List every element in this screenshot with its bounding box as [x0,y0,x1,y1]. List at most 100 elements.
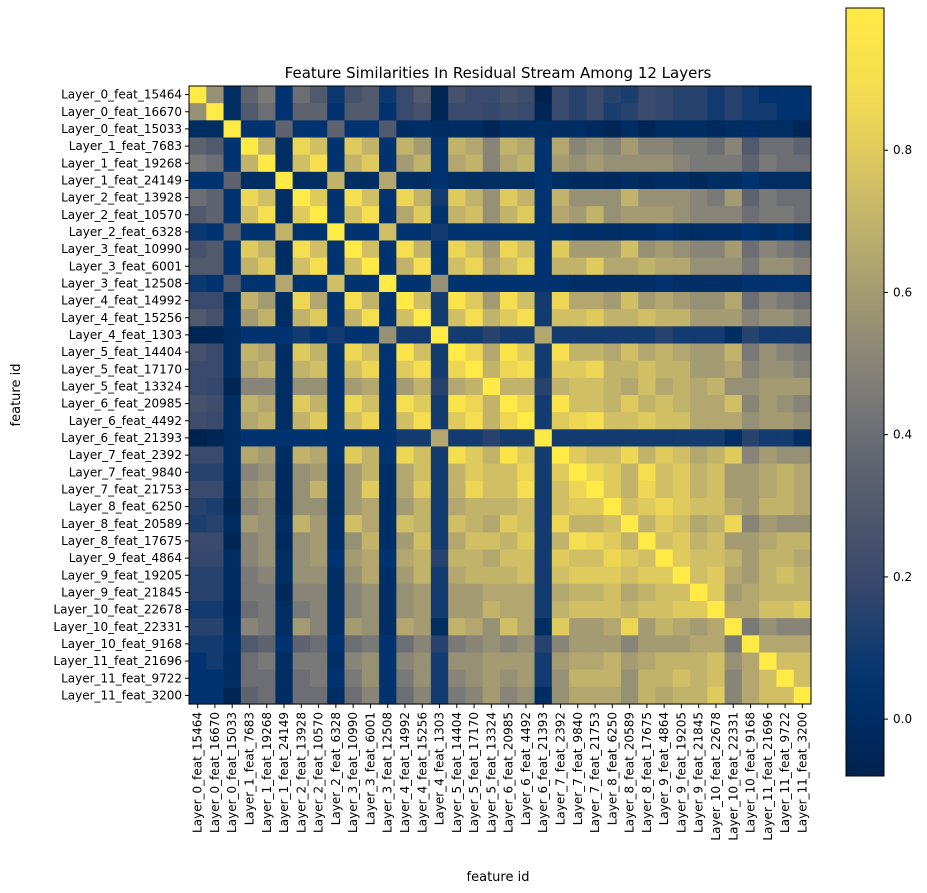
heatmap-cell [620,137,639,156]
heatmap-cell [465,446,484,465]
heatmap-cell [776,515,795,533]
heatmap-cell [793,498,812,516]
heatmap-cell [724,515,743,533]
x-tick-label: Layer_2_feat_13928 [294,712,308,833]
heatmap-cell [776,601,795,619]
heatmap-cell [275,532,294,551]
heatmap-cell [309,223,328,242]
heatmap-cell [638,498,657,516]
heatmap-cell [759,429,778,448]
heatmap-cell [672,515,691,533]
heatmap-cell [482,257,501,276]
heatmap-cell [327,463,346,482]
heatmap-cell [776,549,795,568]
heatmap-cell [586,669,605,688]
heatmap-cell [569,635,587,654]
y-tick-label: Layer_7_feat_2392 [69,448,182,462]
heatmap-cell [396,171,415,190]
heatmap-cell [707,429,726,448]
heatmap-cell [776,206,795,224]
heatmap-cell [534,377,553,396]
heatmap-cell [793,601,812,619]
heatmap-cell [759,566,778,585]
heatmap-cell [793,377,812,396]
heatmap-cell [759,480,778,499]
heatmap-cell [396,549,415,568]
heatmap-cell [741,652,760,671]
heatmap-cell [379,583,397,602]
heatmap-cell [603,549,622,568]
heatmap-cell [655,120,674,139]
heatmap-cell [413,343,432,362]
y-tick-label: Layer_9_feat_4864 [69,551,182,565]
heatmap-cell [361,635,380,654]
heatmap-cell [534,395,553,413]
heatmap-cell [309,498,328,516]
heatmap-cell [707,566,726,585]
heatmap-cell [396,446,415,465]
heatmap-cell [413,463,432,482]
heatmap-cell [690,274,708,293]
heatmap-cell [327,583,346,602]
y-tick-label: Layer_11_feat_21696 [53,654,182,668]
heatmap-cell [379,532,397,551]
heatmap-cell [206,566,225,585]
heatmap-cell [396,257,415,276]
heatmap-cell [223,532,242,551]
heatmap-cell [361,412,380,430]
heatmap-cell [206,274,225,293]
heatmap-cell [500,326,518,345]
heatmap-cell [344,274,363,293]
heatmap-cell [707,549,726,568]
heatmap-cell [309,549,328,568]
heatmap-cell [396,343,415,362]
heatmap-cell [206,309,225,327]
heatmap-cell [189,601,207,619]
y-tick-label: Layer_11_feat_3200 [61,688,182,702]
heatmap-cell [396,583,415,602]
heatmap-cell [759,103,778,121]
heatmap-cell [379,395,397,413]
heatmap-cell [569,171,587,190]
heatmap-cell [396,429,415,448]
heatmap-cell [240,120,259,139]
colorbar [845,7,885,777]
heatmap-cell [482,549,501,568]
heatmap-cell [396,206,415,224]
heatmap-cell [638,292,657,310]
heatmap-cell [741,377,760,396]
x-tick-label: Layer_0_feat_15464 [191,712,205,833]
heatmap-cell [620,240,639,259]
heatmap-cell [430,549,449,568]
heatmap-cell [482,669,501,688]
heatmap-cell [672,137,691,156]
heatmap-cell [292,292,311,310]
heatmap-cell [793,412,812,430]
heatmap-cell [500,635,518,654]
heatmap-cell [379,171,397,190]
heatmap-cell [724,652,743,671]
heatmap-cell [620,206,639,224]
heatmap-cell [655,240,674,259]
heatmap-cell [551,137,570,156]
heatmap-cell [741,566,760,585]
heatmap-cell [655,412,674,430]
heatmap-cell [500,103,518,121]
colorbar-tick-label: 0.8 [893,143,912,157]
heatmap-cell [707,326,726,345]
heatmap-cell [534,343,553,362]
y-tick-label: Layer_3_feat_12508 [61,276,182,290]
heatmap-cell [361,618,380,636]
heatmap-cell [569,103,587,121]
heatmap-cell [430,686,449,705]
heatmap-cell [292,206,311,224]
heatmap-cell [690,412,708,430]
heatmap-cell [776,309,795,327]
heatmap-cell [223,515,242,533]
heatmap-cell [327,549,346,568]
heatmap-cell [707,274,726,293]
heatmap-cell [275,137,294,156]
heatmap-cell [258,480,276,499]
heatmap-cell [309,635,328,654]
heatmap-cells [189,86,812,705]
